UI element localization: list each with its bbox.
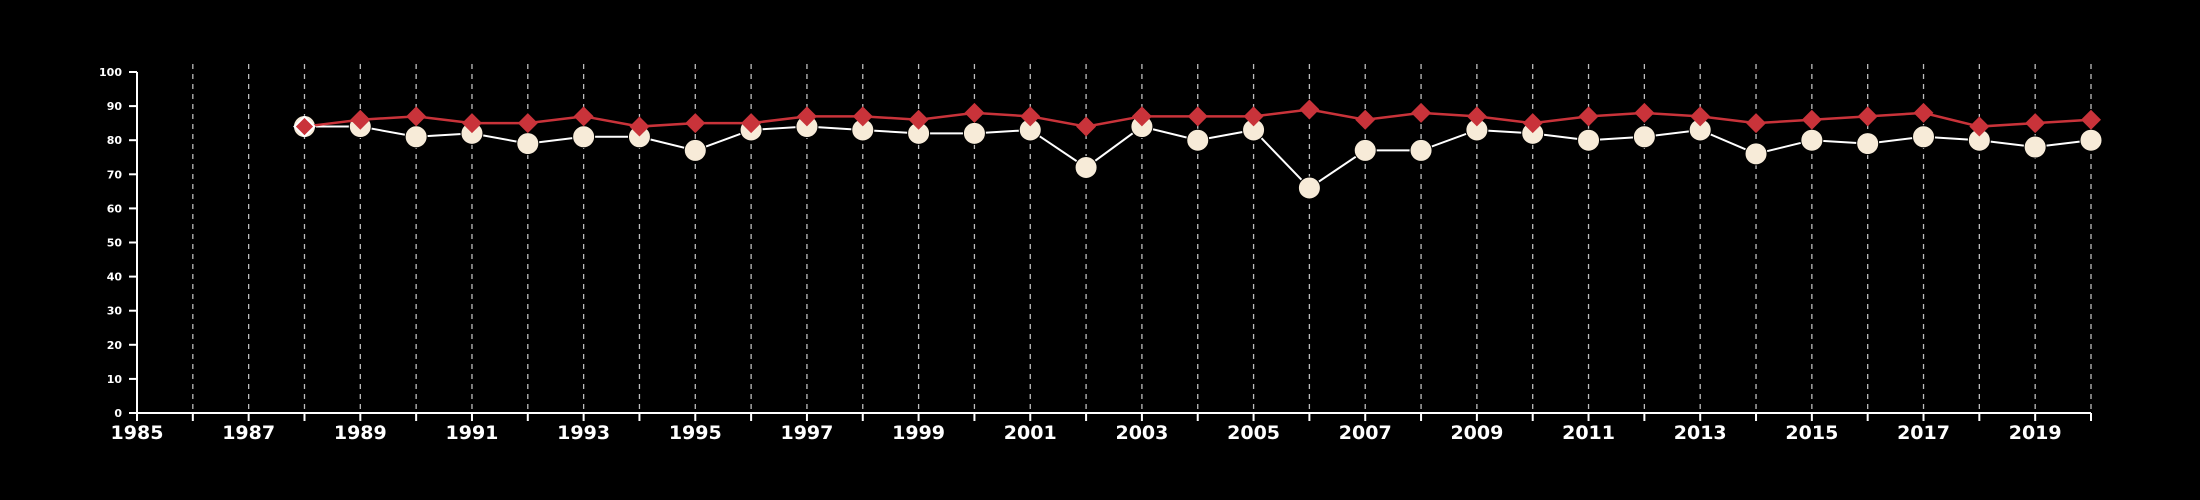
diamond-point xyxy=(1634,102,1655,123)
diamond-point xyxy=(741,113,762,134)
x-tick-label: 1999 xyxy=(892,422,945,444)
y-tick-label: 30 xyxy=(107,305,123,318)
circle-point xyxy=(516,132,540,156)
x-tick-label: 1991 xyxy=(446,422,499,444)
diamond-point xyxy=(1243,106,1264,127)
diamond-point xyxy=(1690,106,1711,127)
circle-point xyxy=(1577,128,1601,152)
circle-point xyxy=(1744,142,1768,166)
y-tick-label: 60 xyxy=(107,202,123,215)
circle-point xyxy=(683,138,707,162)
circle-point xyxy=(572,125,596,149)
diamond-point xyxy=(1131,106,1152,127)
diamond-point xyxy=(629,116,650,137)
diamond-point xyxy=(1913,102,1934,123)
diamond-point xyxy=(1522,113,1543,134)
y-tick-label: 0 xyxy=(114,407,122,420)
diamond-point xyxy=(796,106,817,127)
y-tick-label: 50 xyxy=(107,237,123,250)
diamond-point xyxy=(573,106,594,127)
diamond-point xyxy=(2081,109,2101,130)
diamond-point xyxy=(1299,99,1320,120)
x-tick-label: 2013 xyxy=(1674,422,1727,444)
diamond-point xyxy=(685,113,706,134)
diamond-point xyxy=(908,109,929,130)
circle-point xyxy=(1186,128,1210,152)
y-tick-label: 70 xyxy=(107,168,123,181)
diamond-point xyxy=(517,113,538,134)
diamond-point xyxy=(1857,106,1878,127)
circle-point xyxy=(1074,155,1098,179)
diamond-point xyxy=(461,113,482,134)
x-tick-label: 1993 xyxy=(557,422,610,444)
diamond-point xyxy=(1466,106,1487,127)
y-tick-label: 90 xyxy=(107,100,123,113)
x-tick-label: 2005 xyxy=(1227,422,1280,444)
x-tick-label: 2019 xyxy=(2009,422,2062,444)
x-tick-label: 2011 xyxy=(1562,422,1615,444)
diamond-point xyxy=(964,102,985,123)
diamond-point xyxy=(1411,102,1432,123)
x-tick-label: 1995 xyxy=(669,422,722,444)
grid-layer xyxy=(192,64,2092,413)
x-tick-label: 1989 xyxy=(334,422,387,444)
circle-point xyxy=(1409,138,1433,162)
x-tick-label: 1997 xyxy=(780,422,833,444)
circle-point xyxy=(962,121,986,145)
diamond-point xyxy=(1187,106,1208,127)
diamond-point xyxy=(1076,116,1097,137)
circle-point xyxy=(1632,125,1656,149)
diamond-point xyxy=(852,106,873,127)
y-tick-label: 40 xyxy=(107,271,123,284)
y-tick-label: 80 xyxy=(107,134,123,147)
circle-point xyxy=(2079,128,2103,152)
x-tick-label: 2001 xyxy=(1004,422,1057,444)
axis-layer: 0 10 20 30 40 50 60 70 80 90 100 1985 1987 1989 1991 19… xyxy=(99,66,2092,444)
x-tick-label: 2003 xyxy=(1115,422,1168,444)
y-tick-label: 20 xyxy=(107,339,123,352)
diamond-point xyxy=(406,106,427,127)
circle-point xyxy=(1856,132,1880,156)
diamond-point xyxy=(1746,113,1767,134)
circle-point xyxy=(2023,135,2047,159)
diamond-point xyxy=(1801,109,1822,130)
circle-point xyxy=(1912,125,1936,149)
diamond-point xyxy=(1020,106,1041,127)
x-tick-label: 2015 xyxy=(1785,422,1838,444)
diamond-point xyxy=(293,115,316,138)
x-tick-label: 2009 xyxy=(1450,422,1503,444)
y-tick-label: 10 xyxy=(107,373,123,386)
x-tick-label: 1987 xyxy=(222,422,275,444)
circle-point xyxy=(1297,176,1321,200)
circle-point xyxy=(1800,128,1824,152)
circle-point xyxy=(404,125,428,149)
series-layer xyxy=(292,99,2103,200)
diamond-point xyxy=(1578,106,1599,127)
x-tick-label: 2017 xyxy=(1897,422,1950,444)
x-tick-label: 2007 xyxy=(1339,422,1392,444)
diamond-point xyxy=(1969,116,1990,137)
y-tick-label: 100 xyxy=(99,66,122,79)
diamond-point xyxy=(1355,109,1376,130)
diamond-point xyxy=(2025,113,2046,134)
x-tick-label: 1985 xyxy=(111,422,164,444)
diamond-point xyxy=(350,109,371,130)
circle-point xyxy=(1353,138,1377,162)
